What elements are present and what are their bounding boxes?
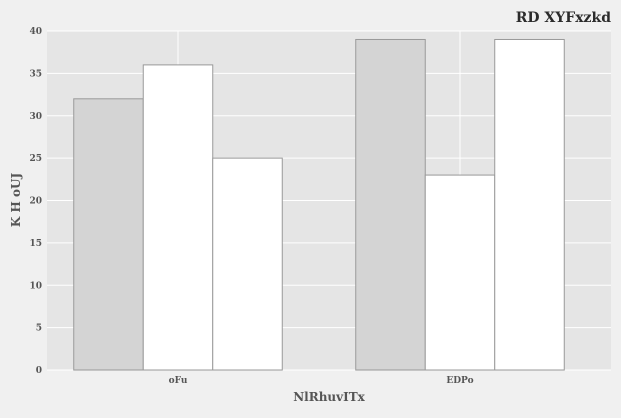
- y-tick-label: 20: [29, 197, 42, 207]
- y-tick-label: 15: [29, 239, 42, 249]
- x-axis: oFu EDPo: [169, 376, 474, 386]
- chart-title: RD XYFxzkd: [516, 10, 611, 26]
- y-tick-label: 25: [29, 154, 42, 164]
- bar: [494, 38, 565, 371]
- y-tick-label: 40: [29, 27, 42, 37]
- bar: [142, 64, 214, 371]
- x-tick-label: EDPo: [446, 376, 473, 386]
- y-tick-label: 30: [29, 112, 42, 122]
- y-tick-label: 35: [29, 69, 42, 79]
- x-tick-label: oFu: [169, 376, 188, 386]
- y-axis: 0 5 10 15 20 25 30 35 40: [29, 27, 42, 376]
- bar: [73, 98, 144, 371]
- y-tick-label: 5: [36, 324, 42, 334]
- y-tick-label: 0: [36, 366, 42, 376]
- bar: [212, 157, 283, 371]
- y-axis-label: K H oUJ: [9, 173, 23, 228]
- y-tick-label: 10: [29, 281, 42, 291]
- bars: [73, 38, 565, 371]
- bar: [424, 174, 496, 371]
- bar: [355, 38, 426, 371]
- x-axis-label: NlRhuvITx: [293, 390, 365, 404]
